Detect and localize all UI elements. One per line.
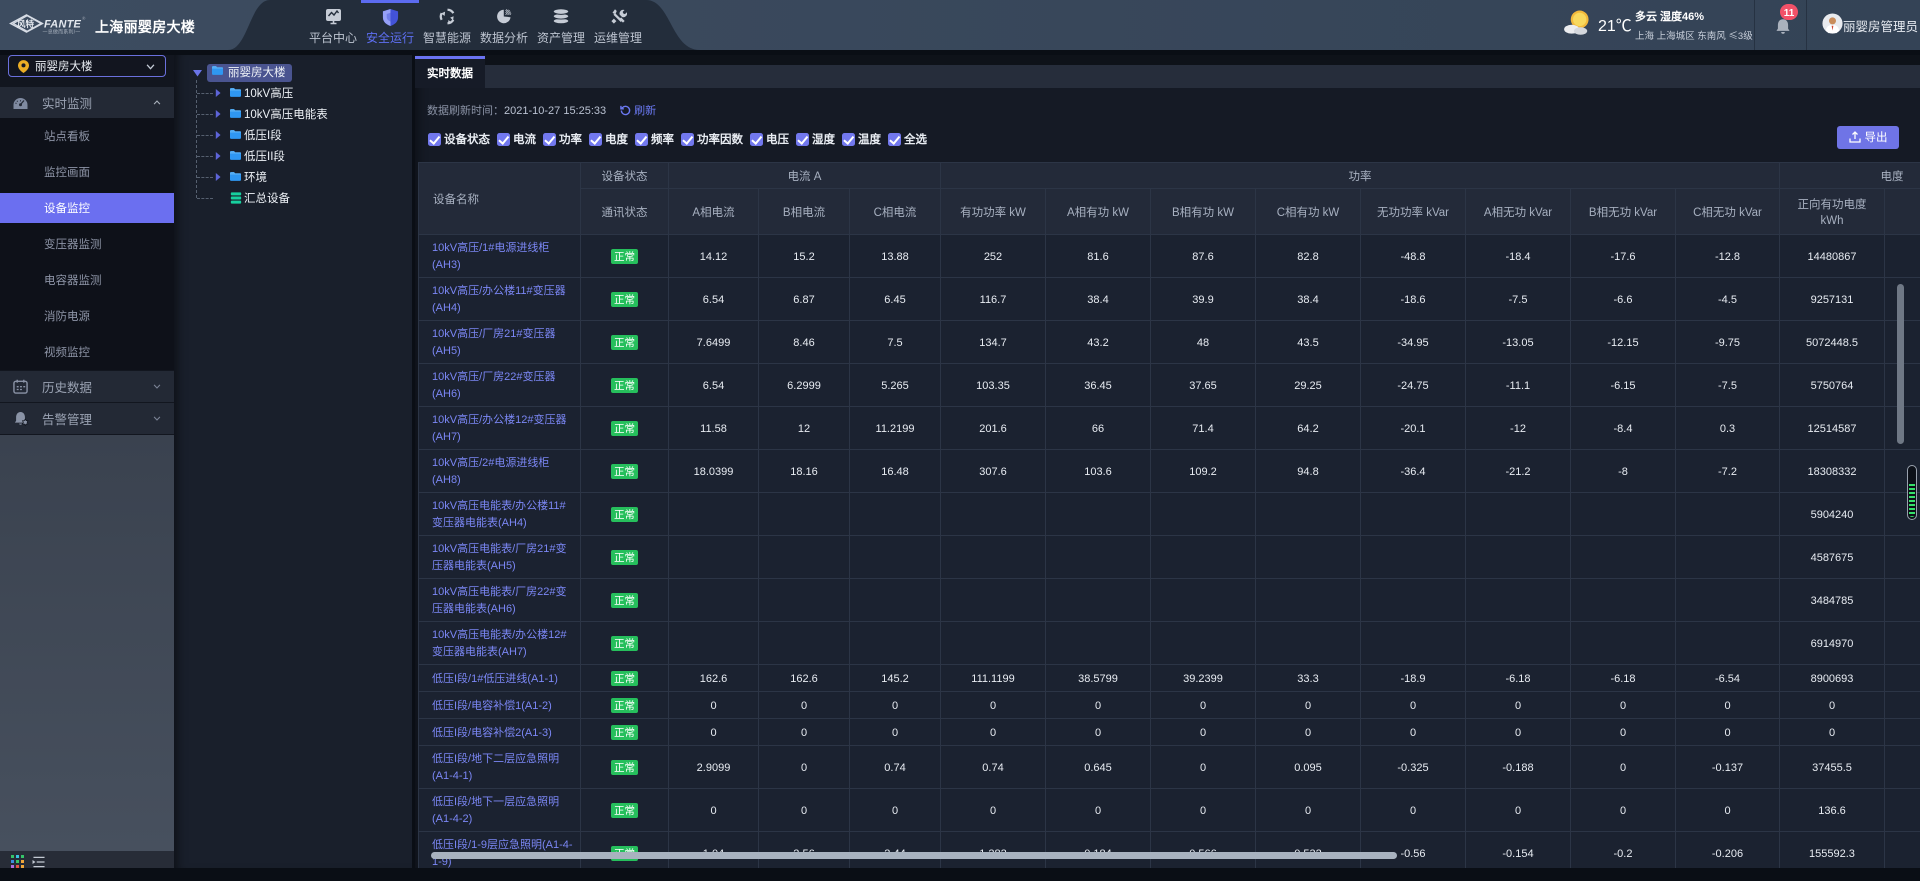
svg-text:FANTE: FANTE [44,16,82,32]
svg-text:风特: 风特 [17,18,35,30]
svg-text:一息做而系利/一: 一息做而系利/一 [43,29,81,36]
svg-text:®: ® [82,15,86,22]
